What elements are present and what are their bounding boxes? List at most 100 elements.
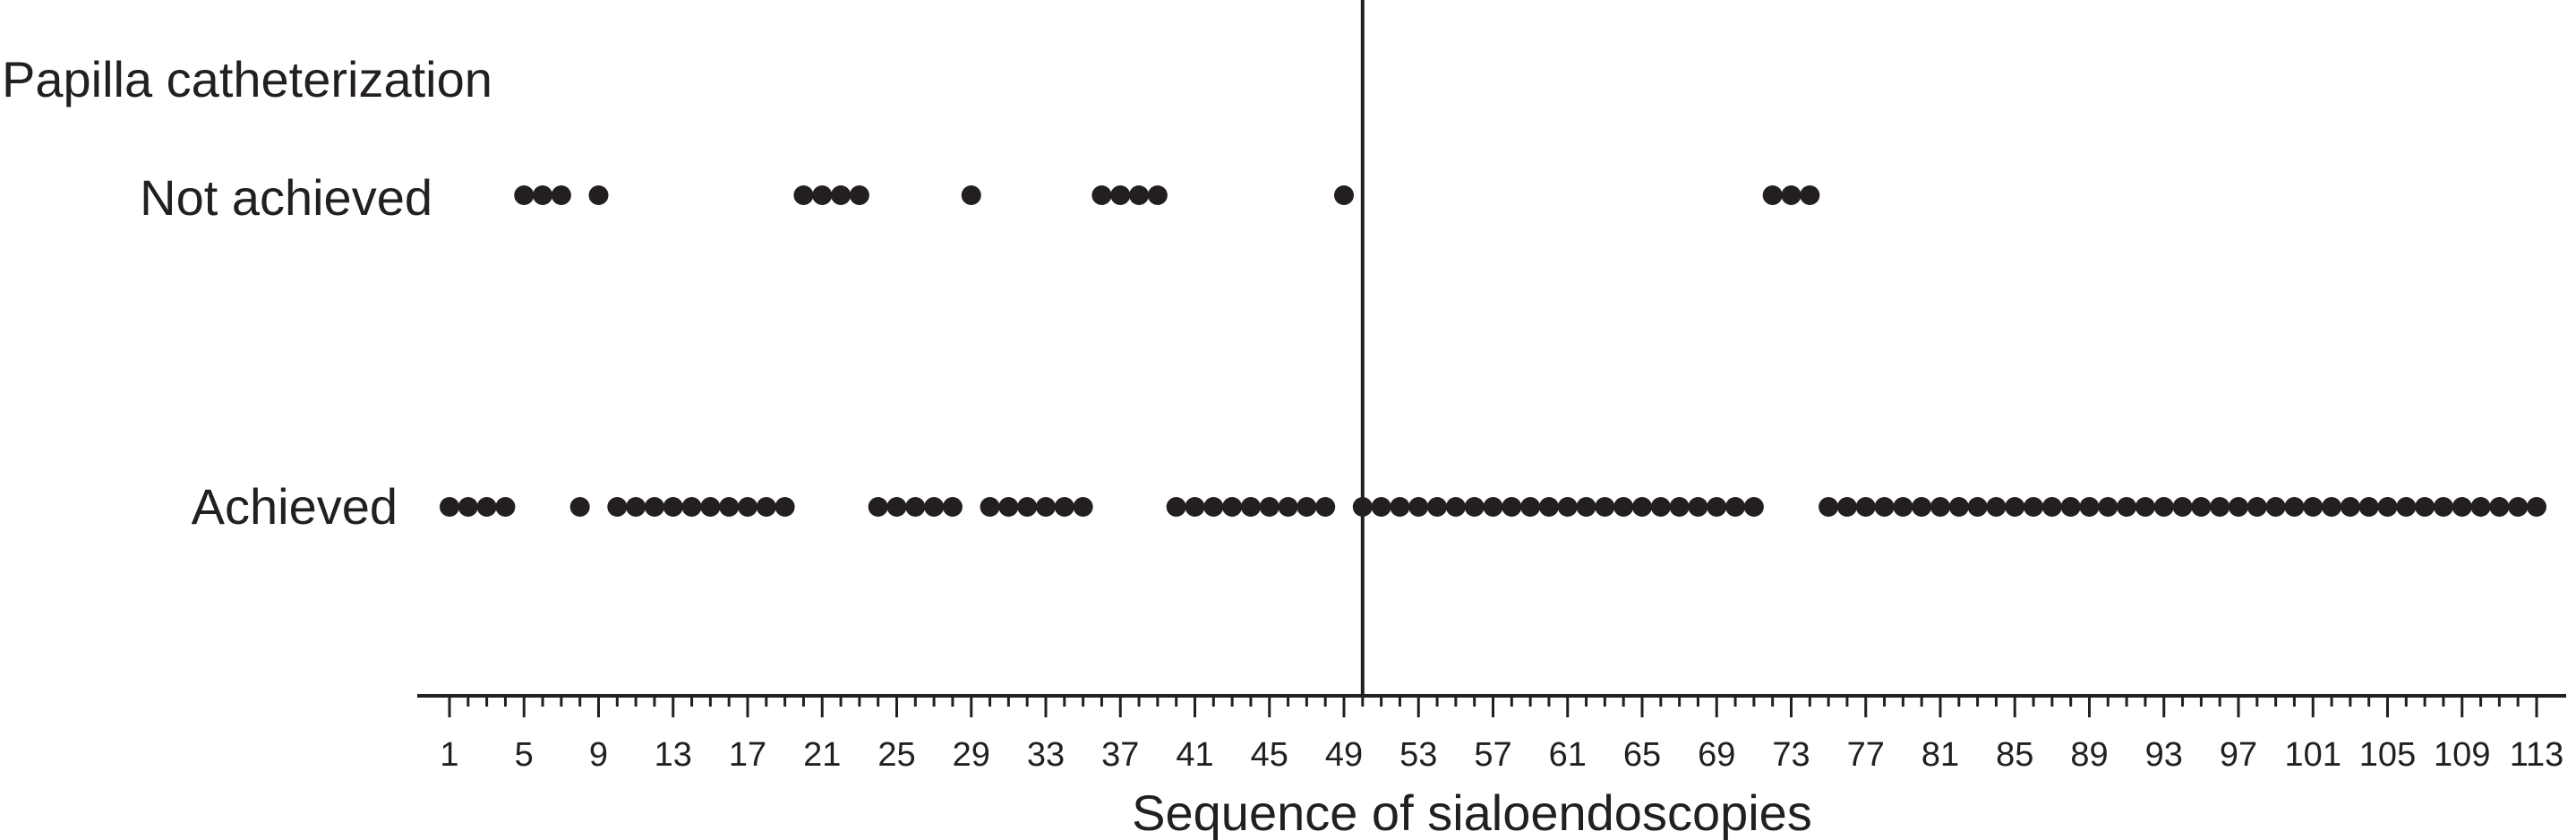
point-not-achieved-23: [849, 185, 869, 205]
point-achieved-77: [1855, 497, 1876, 517]
point-not-achieved-39: [1147, 185, 1168, 205]
point-achieved-63: [1595, 497, 1615, 517]
point-achieved-24: [868, 497, 888, 517]
point-achieved-112: [2508, 497, 2529, 517]
point-achieved-82: [1948, 497, 1969, 517]
point-not-achieved-22: [831, 185, 852, 205]
point-achieved-89: [2079, 497, 2100, 517]
point-achieved-78: [1874, 497, 1895, 517]
x-tick-label-113: 113: [2510, 736, 2564, 774]
point-achieved-42: [1203, 497, 1224, 517]
point-achieved-14: [681, 497, 702, 517]
point-achieved-100: [2284, 497, 2305, 517]
x-tick-label-61: 61: [1549, 736, 1587, 774]
point-achieved-44: [1240, 497, 1261, 517]
point-achieved-30: [980, 497, 1000, 517]
x-tick-label-89: 89: [2070, 736, 2108, 774]
point-achieved-109: [2452, 497, 2472, 517]
point-achieved-13: [663, 497, 683, 517]
point-achieved-19: [775, 497, 795, 517]
point-achieved-99: [2265, 497, 2286, 517]
point-achieved-12: [644, 497, 664, 517]
point-achieved-101: [2303, 497, 2324, 517]
point-achieved-35: [1073, 497, 1093, 517]
point-achieved-107: [2415, 497, 2435, 517]
point-not-achieved-6: [533, 185, 553, 205]
point-achieved-1: [440, 497, 459, 517]
data-points: [440, 185, 2546, 517]
point-achieved-92: [2135, 497, 2155, 517]
x-tick-label-49: 49: [1325, 736, 1363, 774]
point-not-achieved-37: [1110, 185, 1131, 205]
point-achieved-50: [1352, 497, 1373, 517]
point-not-achieved-9: [588, 185, 609, 205]
point-achieved-45: [1259, 497, 1279, 517]
point-achieved-26: [905, 497, 926, 517]
point-not-achieved-73: [1781, 185, 1801, 205]
point-achieved-94: [2172, 497, 2193, 517]
point-achieved-40: [1166, 497, 1186, 517]
point-achieved-41: [1185, 497, 1205, 517]
point-achieved-46: [1278, 497, 1298, 517]
x-tick-label-85: 85: [1996, 736, 2033, 774]
point-achieved-90: [2098, 497, 2118, 517]
point-achieved-104: [2358, 497, 2379, 517]
point-not-achieved-38: [1129, 185, 1150, 205]
x-tick-label-69: 69: [1698, 736, 1735, 774]
x-tick-label-57: 57: [1474, 736, 1511, 774]
point-achieved-28: [942, 497, 963, 517]
point-achieved-8: [569, 497, 590, 517]
point-achieved-2: [458, 497, 478, 517]
point-achieved-102: [2322, 497, 2342, 517]
point-achieved-110: [2470, 497, 2491, 517]
category-label-achieved: Achieved: [192, 478, 398, 535]
point-achieved-98: [2247, 497, 2267, 517]
point-achieved-31: [998, 497, 1019, 517]
point-achieved-18: [756, 497, 776, 517]
point-achieved-83: [1967, 497, 1988, 517]
point-achieved-4: [495, 497, 516, 517]
point-achieved-15: [700, 497, 721, 517]
point-not-achieved-49: [1334, 185, 1354, 205]
point-achieved-34: [1054, 497, 1074, 517]
point-achieved-91: [2117, 497, 2137, 517]
point-achieved-97: [2229, 497, 2248, 517]
point-achieved-84: [1986, 497, 2007, 517]
point-achieved-108: [2433, 497, 2453, 517]
point-achieved-57: [1483, 497, 1503, 517]
point-achieved-55: [1445, 497, 1466, 517]
point-achieved-47: [1297, 497, 1317, 517]
x-tick-label-25: 25: [877, 736, 915, 774]
point-achieved-51: [1371, 497, 1391, 517]
x-tick-label-45: 45: [1251, 736, 1288, 774]
point-achieved-105: [2377, 497, 2398, 517]
category-label-not-achieved: Not achieved: [140, 169, 432, 226]
x-tick-label-37: 37: [1101, 736, 1139, 774]
point-not-achieved-72: [1762, 185, 1783, 205]
x-tick-label-77: 77: [1847, 736, 1885, 774]
point-achieved-56: [1464, 497, 1485, 517]
x-tick-label-53: 53: [1399, 736, 1437, 774]
point-achieved-11: [626, 497, 646, 517]
point-achieved-54: [1427, 497, 1448, 517]
point-achieved-87: [2041, 497, 2062, 517]
point-achieved-95: [2191, 497, 2212, 517]
point-achieved-68: [1688, 497, 1708, 517]
point-not-achieved-29: [961, 185, 981, 205]
point-not-achieved-74: [1800, 185, 1820, 205]
x-tick-label-81: 81: [1921, 736, 1959, 774]
point-achieved-61: [1557, 497, 1578, 517]
point-achieved-17: [738, 497, 757, 517]
x-tick-label-29: 29: [953, 736, 990, 774]
x-tick-label-65: 65: [1623, 736, 1661, 774]
point-achieved-10: [607, 497, 628, 517]
x-tick-label-41: 41: [1176, 736, 1213, 774]
x-tick-label-109: 109: [2434, 736, 2490, 774]
point-achieved-32: [1017, 497, 1038, 517]
x-tick-label-17: 17: [729, 736, 766, 774]
point-achieved-85: [2005, 497, 2025, 517]
point-achieved-79: [1893, 497, 1913, 517]
point-achieved-66: [1650, 497, 1671, 517]
point-achieved-71: [1743, 497, 1764, 517]
point-not-achieved-5: [514, 185, 535, 205]
